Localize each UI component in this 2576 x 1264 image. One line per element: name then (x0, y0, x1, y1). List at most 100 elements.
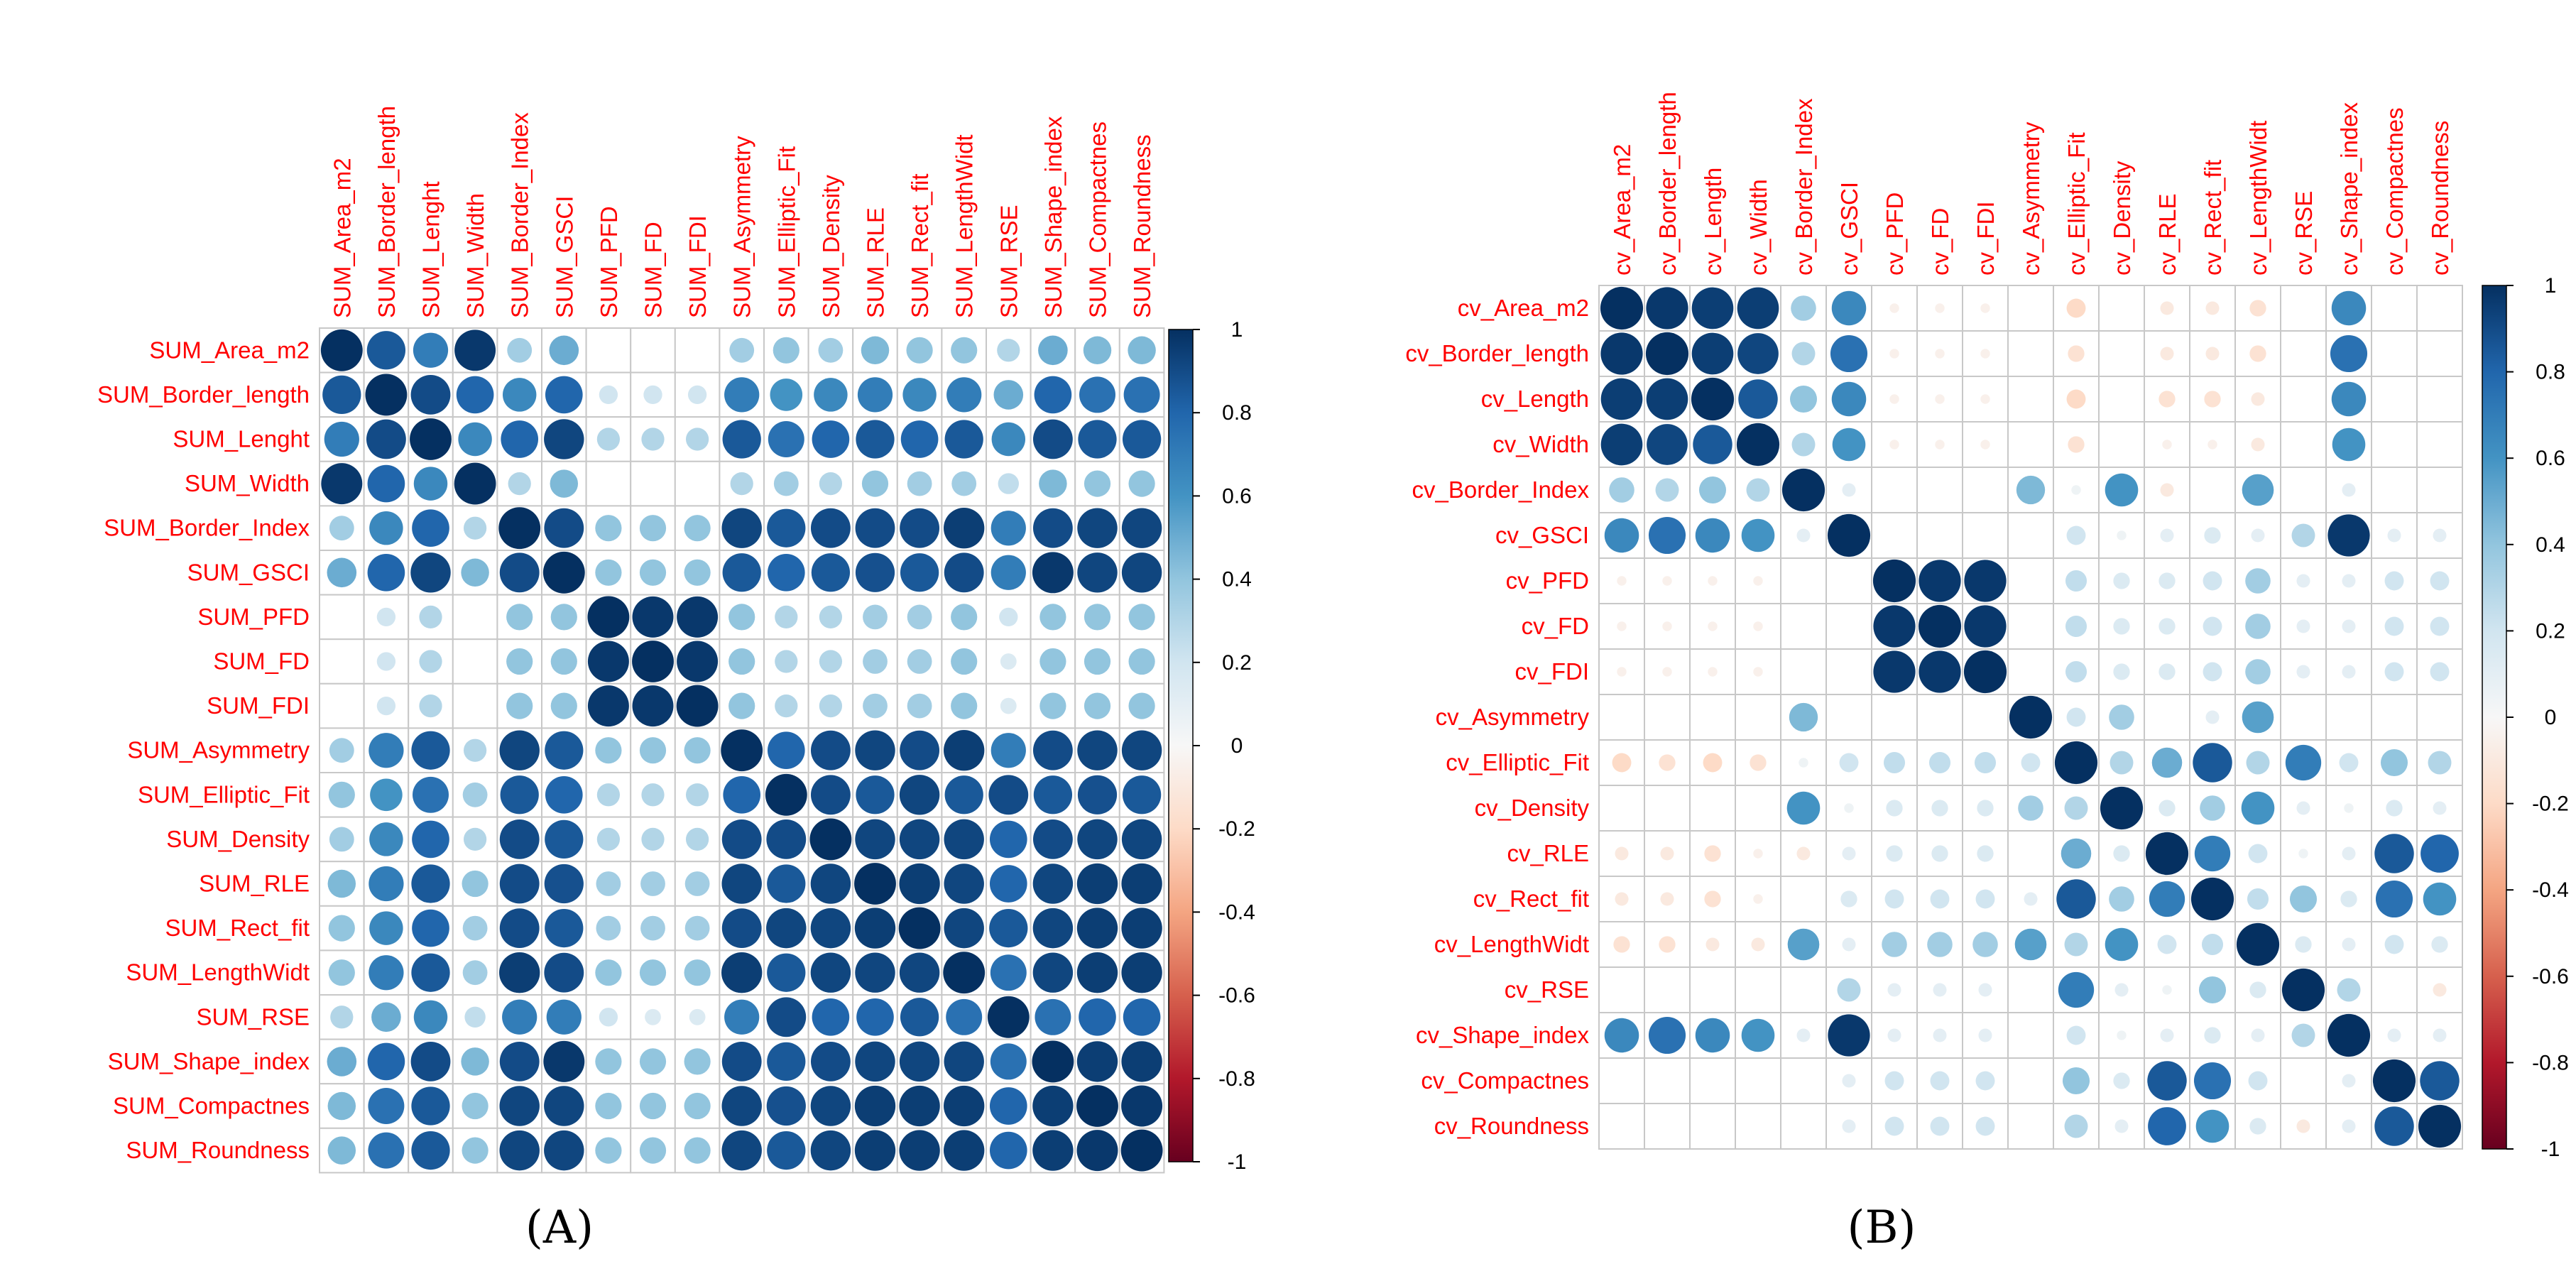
grid-cell (2280, 285, 2327, 332)
correlation-circle (1604, 518, 1639, 553)
correlation-circle (1122, 775, 1162, 814)
grid-cell (2007, 966, 2054, 1013)
correlation-circle (1791, 432, 1816, 457)
correlation-circle (1980, 440, 1990, 450)
correlation-circle (684, 515, 711, 542)
correlation-circle (2018, 795, 2043, 821)
correlation-circle (2056, 879, 2096, 919)
column-label: cv_RSE (2291, 191, 2317, 276)
correlation-circle (1034, 376, 1072, 414)
correlation-circle (1842, 1074, 1856, 1088)
grid-cell (2371, 467, 2418, 513)
grid-cell (2280, 330, 2327, 377)
correlation-circle (1736, 423, 1780, 467)
correlation-circle (1831, 381, 1867, 417)
grid-cell (1118, 460, 1165, 507)
correlation-circle (1128, 604, 1155, 631)
correlation-circle (1077, 508, 1118, 548)
correlation-circle (2251, 528, 2265, 543)
correlation-circle (1886, 800, 1903, 817)
correlation-circle (595, 1092, 622, 1120)
correlation-circle (1032, 1130, 1074, 1171)
correlation-circle (855, 819, 895, 860)
grid-cell (1735, 467, 1781, 513)
correlation-circle (1889, 349, 1899, 359)
correlation-circle (989, 908, 1028, 948)
correlation-circle (684, 1048, 711, 1075)
grid-cell (1598, 966, 1645, 1013)
grid-cell (2371, 285, 2418, 332)
correlation-circle (641, 827, 665, 851)
correlation-circle (812, 420, 850, 458)
row-label: cv_FDI (1515, 658, 1589, 685)
column-label: SUM_Asymmetry (729, 136, 755, 318)
correlation-circle (2249, 345, 2266, 362)
correlation-circle (462, 960, 488, 986)
row-label: SUM_Border_Index (104, 515, 310, 541)
correlation-circle (1884, 1116, 1904, 1136)
correlation-circle (2207, 440, 2217, 450)
row-label: cv_Asymmetry (1436, 704, 1590, 730)
correlation-circle (2145, 832, 2189, 876)
correlation-circle (1617, 576, 1627, 586)
correlation-circle (2109, 886, 2134, 912)
correlation-circle (944, 908, 984, 949)
correlation-circle (810, 1041, 851, 1082)
correlation-circle (1972, 932, 1998, 957)
correlation-circle (1077, 819, 1118, 860)
correlation-circle (2248, 1071, 2268, 1091)
correlation-circle (1873, 650, 1916, 693)
correlation-circle (721, 508, 762, 548)
correlation-circle (944, 508, 985, 549)
correlation-circle (544, 952, 584, 993)
correlation-circle (2296, 665, 2310, 679)
correlation-circle (2423, 882, 2457, 916)
correlation-circle (2194, 835, 2231, 872)
correlation-circle (899, 775, 940, 815)
correlation-circle (1121, 1041, 1162, 1082)
correlation-circle (544, 863, 584, 904)
correlation-circle (2113, 572, 2130, 589)
grid-cell (2144, 694, 2190, 741)
correlation-circle (1659, 754, 1676, 771)
correlation-circle (2327, 1013, 2371, 1057)
correlation-circle (855, 952, 895, 993)
correlation-circle (1662, 576, 1672, 586)
row-label: cv_PFD (1506, 567, 1589, 594)
correlation-circle (1884, 889, 1904, 909)
correlation-circle (724, 999, 760, 1035)
correlation-circle (2342, 1119, 2356, 1133)
correlation-circle (2200, 795, 2225, 821)
correlation-circle (1000, 653, 1017, 670)
correlation-circle (944, 775, 983, 814)
correlation-circle (2160, 528, 2174, 543)
correlation-circle (419, 605, 442, 629)
correlation-circle (2245, 568, 2271, 594)
correlation-circle (587, 641, 629, 682)
correlation-circle (989, 820, 1027, 859)
correlation-circle (545, 376, 583, 414)
grid-cell (585, 505, 632, 552)
correlation-circle (544, 508, 584, 548)
correlation-circle (639, 559, 667, 586)
grid-cell (1780, 648, 1827, 695)
correlation-circle (413, 1000, 448, 1035)
row-label: cv_GSCI (1495, 522, 1589, 548)
correlation-circle (944, 1130, 985, 1171)
correlation-circle (545, 908, 584, 948)
correlation-circle (1615, 846, 1629, 861)
correlation-circle (856, 775, 895, 814)
correlation-circle (729, 337, 755, 363)
correlation-circle (1919, 650, 1961, 693)
correlation-circle (2384, 616, 2404, 636)
grid-cell (1644, 966, 1691, 1013)
correlation-circle (1121, 819, 1162, 860)
grid-cell (585, 460, 632, 507)
correlation-circle (1660, 846, 1674, 861)
correlation-circle (328, 959, 355, 986)
correlation-circle (1695, 518, 1730, 553)
correlation-circle (2296, 801, 2310, 815)
correlation-circle (2291, 1023, 2315, 1047)
correlation-circle (412, 909, 449, 947)
grid-cell (2280, 467, 2327, 513)
